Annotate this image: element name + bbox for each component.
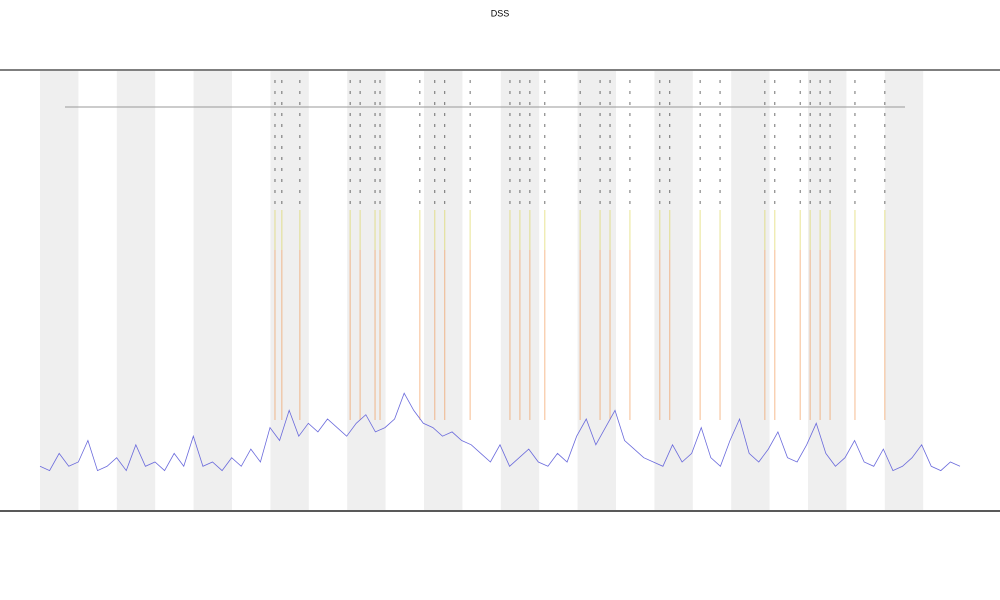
band	[424, 71, 463, 510]
band	[116, 71, 156, 510]
band	[193, 71, 232, 510]
band	[731, 71, 770, 510]
background-bands	[40, 71, 924, 510]
chart-title: DSS	[491, 8, 510, 18]
band	[808, 71, 847, 510]
band	[654, 71, 693, 510]
band	[884, 71, 924, 510]
data-line	[39, 392, 961, 472]
band	[40, 71, 79, 510]
band	[270, 71, 309, 510]
band	[577, 71, 616, 510]
band	[347, 71, 386, 510]
